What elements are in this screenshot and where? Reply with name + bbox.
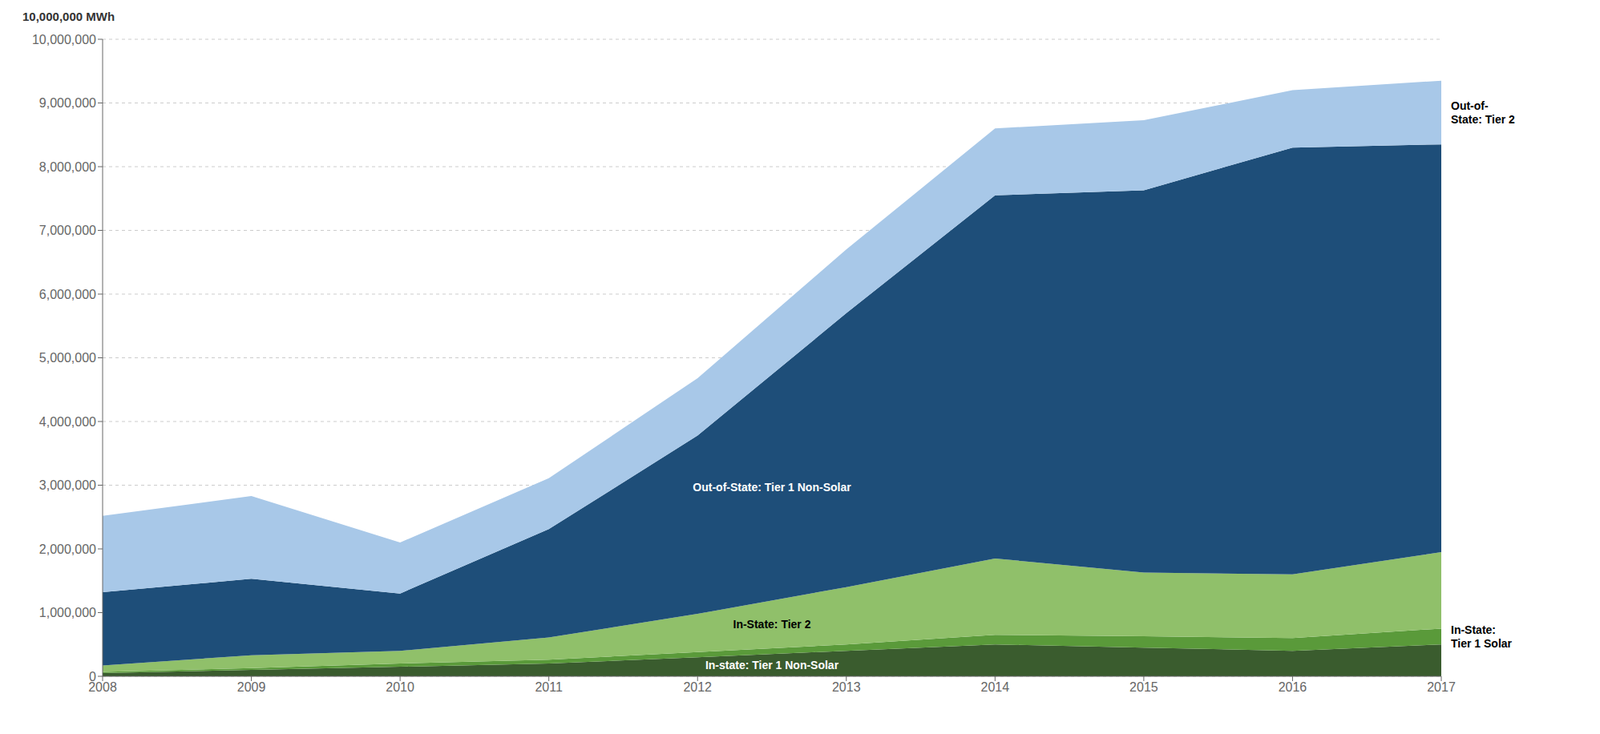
svg-text:In-state: Tier 1 Non-Solar: In-state: Tier 1 Non-Solar — [705, 658, 840, 672]
svg-text:4,000,000: 4,000,000 — [39, 415, 97, 429]
svg-text:2,000,000: 2,000,000 — [39, 542, 97, 557]
svg-text:3,000,000: 3,000,000 — [39, 478, 97, 493]
svg-text:2017: 2017 — [1426, 680, 1456, 695]
svg-text:10,000,000: 10,000,000 — [32, 32, 97, 47]
svg-text:5,000,000: 5,000,000 — [39, 351, 97, 365]
html-text:10,000,000 MWh: 10,000,000 MWh — [22, 9, 115, 24]
svg-text:2016: 2016 — [1278, 680, 1308, 695]
svg-text:2008: 2008 — [88, 680, 117, 695]
svg-text:6,000,000: 6,000,000 — [39, 287, 97, 302]
svg-text:In-State: Tier 2: In-State: Tier 2 — [733, 618, 812, 631]
svg-text:7,000,000: 7,000,000 — [39, 223, 97, 238]
svg-text:9,000,000: 9,000,000 — [39, 96, 97, 110]
svg-text:2009: 2009 — [237, 680, 267, 695]
svg-text:2014: 2014 — [981, 680, 1011, 695]
svg-text:2015: 2015 — [1129, 680, 1159, 695]
svg-text:2010: 2010 — [385, 680, 415, 695]
svg-text:2013: 2013 — [832, 680, 861, 695]
svg-text:2012: 2012 — [682, 680, 712, 695]
svg-text:0: 0 — [88, 670, 97, 684]
svg-text:Out-of-State: Tier 2: Out-of-State: Tier 2 — [1450, 99, 1516, 126]
svg-text:2011: 2011 — [534, 680, 563, 695]
svg-text:In-State:Tier 1 Solar: In-State:Tier 1 Solar — [1450, 623, 1513, 651]
svg-text:8,000,000: 8,000,000 — [39, 160, 97, 174]
svg-text:Out-of-State: Tier 1 Non-Solar: Out-of-State: Tier 1 Non-Solar — [692, 480, 852, 494]
svg-text:1,000,000: 1,000,000 — [39, 606, 97, 620]
